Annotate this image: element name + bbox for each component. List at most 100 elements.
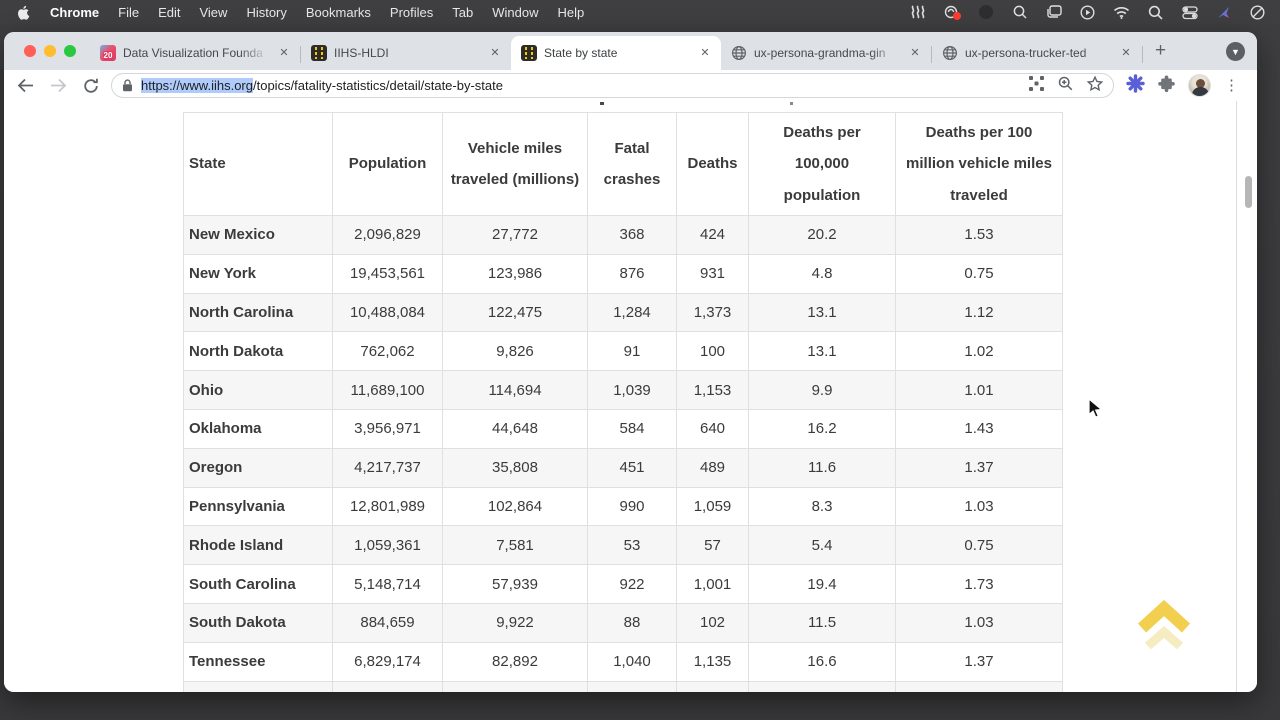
menu-file[interactable]: File <box>118 4 140 20</box>
value-cell <box>442 680 588 692</box>
value-cell: 1,135 <box>676 641 749 682</box>
new-tab-button[interactable]: + <box>1155 40 1167 61</box>
value-cell: 19.4 <box>748 564 896 604</box>
tab-title: Data Visualization Founda <box>123 46 263 60</box>
spotlight-search-icon[interactable] <box>1147 4 1164 21</box>
extensions-puzzle-icon[interactable] <box>1158 75 1175 97</box>
close-tab-icon[interactable]: ✕ <box>910 47 920 59</box>
dimmed-app-icon[interactable] <box>977 4 994 21</box>
zoom-app-icon[interactable] <box>1011 4 1028 21</box>
state-name-cell: Oregon <box>183 447 333 488</box>
value-cell <box>587 680 677 692</box>
chrome-menu-icon[interactable]: ⋮ <box>1224 76 1239 94</box>
back-to-top-button[interactable] <box>1132 594 1196 658</box>
menu-view[interactable]: View <box>199 4 228 20</box>
tab-search-button[interactable]: ▼ <box>1226 42 1245 61</box>
value-cell: 122,475 <box>442 292 588 333</box>
https-lock-icon[interactable] <box>122 79 133 92</box>
tab-state-by-state-active[interactable]: State by state ✕ <box>511 36 721 70</box>
column-header: State <box>183 112 333 216</box>
close-window-button[interactable] <box>24 45 36 57</box>
zoom-page-icon[interactable] <box>1058 76 1073 96</box>
table-row: Pennsylvania 12,801,989 102,864 990 1,059 8.3… <box>183 486 1063 527</box>
fullscreen-window-button[interactable] <box>64 45 76 57</box>
value-cell: 1.53 <box>895 215 1063 255</box>
value-cell: 1.02 <box>895 331 1063 372</box>
column-header: Population <box>332 112 443 216</box>
wifi-icon[interactable] <box>1113 4 1130 21</box>
menu-profiles[interactable]: Profiles <box>389 4 434 20</box>
tab-data-visualization[interactable]: 20 Data Visualization Founda ✕ <box>90 36 300 70</box>
state-name-cell: Ohio <box>183 370 333 410</box>
menu-help[interactable]: Help <box>557 4 585 20</box>
screen-share-icon[interactable] <box>943 4 961 21</box>
stacked-windows-icon[interactable] <box>1045 4 1062 21</box>
menu-app-name[interactable]: Chrome <box>50 4 100 20</box>
value-cell: 1.37 <box>895 641 1063 682</box>
do-not-disturb-icon[interactable] <box>1249 4 1266 21</box>
waves-status-icon[interactable] <box>909 4 926 21</box>
close-tab-icon[interactable]: ✕ <box>490 47 500 59</box>
close-tab-icon[interactable]: ✕ <box>1121 47 1131 59</box>
column-header: Deaths per 100,000 population <box>748 112 896 216</box>
menu-bookmarks[interactable]: Bookmarks <box>305 4 371 20</box>
table-row: Oregon 4,217,737 35,808 451 489 11.6 1.37 <box>183 447 1063 488</box>
value-cell: 0.75 <box>895 525 1063 566</box>
menu-edit[interactable]: Edit <box>158 4 181 20</box>
profile-avatar[interactable] <box>1188 74 1211 97</box>
back-button[interactable] <box>13 74 37 98</box>
menu-history[interactable]: History <box>246 4 287 20</box>
vertical-scrollbar-thumb[interactable] <box>1245 176 1252 208</box>
url-text[interactable]: https://www.iihs.org/topics/fatality-sta… <box>141 78 1019 93</box>
table-row: New Mexico 2,096,829 27,772 368 424 20.2 1.53 <box>183 215 1063 255</box>
menu-tab[interactable]: Tab <box>452 4 474 20</box>
value-cell: 1.73 <box>895 564 1063 604</box>
value-cell: 2,096,829 <box>332 215 443 255</box>
value-cell: 3,956,971 <box>332 408 443 449</box>
control-center-icon[interactable] <box>1181 4 1198 21</box>
bookmark-star-icon[interactable] <box>1086 75 1104 96</box>
play-circle-icon[interactable] <box>1079 4 1096 21</box>
tab-title: State by state <box>544 46 618 60</box>
tab-strip: 20 Data Visualization Founda ✕ IIHS-HLDI… <box>4 32 1257 70</box>
tab-separator <box>300 45 301 63</box>
tab-ux-persona-trucker[interactable]: ux-persona-trucker-ted ✕ <box>932 36 1142 70</box>
state-name-cell: South Carolina <box>183 564 333 604</box>
colorful-app-icon[interactable] <box>1215 4 1232 21</box>
menu-window[interactable]: Window <box>492 4 539 20</box>
state-name-cell: Tennessee <box>183 641 333 682</box>
value-cell: 13.1 <box>748 292 896 333</box>
window-controls <box>4 45 90 70</box>
table-row: South Carolina 5,148,714 57,939 922 1,001 19.… <box>183 564 1063 604</box>
value-cell: 1,001 <box>676 564 749 604</box>
value-cell: 1.01 <box>895 370 1063 410</box>
media-controls-icon[interactable] <box>1029 75 1044 96</box>
reload-button[interactable] <box>79 74 103 98</box>
globe-favicon-icon <box>942 45 958 61</box>
forward-button[interactable] <box>46 74 70 98</box>
value-cell <box>332 680 443 692</box>
value-cell: 876 <box>587 253 677 294</box>
value-cell: 1,059 <box>676 486 749 527</box>
clipped-heading-remnant <box>600 102 800 106</box>
close-tab-icon[interactable]: ✕ <box>700 47 710 59</box>
minimize-window-button[interactable] <box>44 45 56 57</box>
tab-ux-persona-grandma[interactable]: ux-persona-grandma-gin ✕ <box>721 36 931 70</box>
column-header: Fatal crashes <box>587 112 677 216</box>
apple-menu-icon[interactable] <box>18 5 31 20</box>
value-cell: 424 <box>676 215 749 255</box>
tab-iihs-hldi[interactable]: IIHS-HLDI ✕ <box>301 36 511 70</box>
address-bar[interactable]: https://www.iihs.org/topics/fatality-sta… <box>111 73 1114 98</box>
column-header: Deaths per 100 million vehicle miles tra… <box>895 112 1063 216</box>
table-header-row: State Population Vehicle miles traveled (m… <box>183 112 1063 216</box>
browser-toolbar: https://www.iihs.org/topics/fatality-sta… <box>4 70 1257 101</box>
value-cell: 1.43 <box>895 408 1063 449</box>
burst-extension-icon[interactable] <box>1126 73 1145 98</box>
url-selected-text: https://www.iihs.org <box>141 78 253 93</box>
content-edge-divider <box>1236 101 1237 692</box>
tab-title: IIHS-HLDI <box>334 46 389 60</box>
value-cell: 88 <box>587 602 677 643</box>
value-cell: 13.1 <box>748 331 896 372</box>
fatality-statistics-table-wrap: State Population Vehicle miles traveled (m… <box>183 112 1063 692</box>
close-tab-icon[interactable]: ✕ <box>279 47 289 59</box>
